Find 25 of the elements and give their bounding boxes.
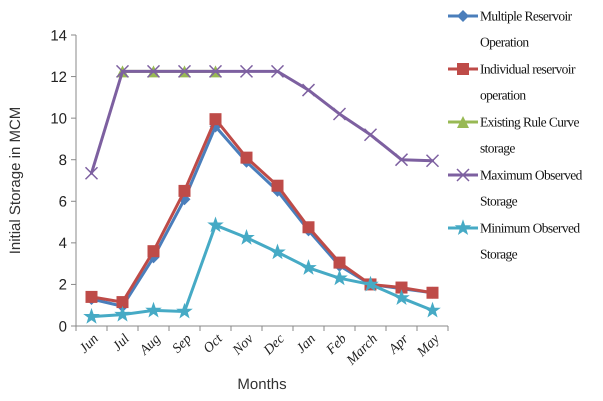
- y-tick-label: 12: [50, 68, 67, 86]
- y-tick-label: 8: [58, 152, 67, 169]
- x-tick-label: May: [414, 331, 444, 361]
- x-tick-label: Jul: [110, 332, 133, 354]
- x-tick-label: Jan: [294, 332, 319, 357]
- y-tick-label: 0: [58, 318, 67, 336]
- x-tick-label: Jun: [76, 332, 102, 357]
- x-tick-label: Oct: [200, 330, 227, 357]
- y-axis-title: Initial Storage in MCM: [7, 106, 24, 254]
- x-tick-label: Dec: [260, 331, 288, 359]
- y-tick-label: 14: [50, 27, 67, 44]
- x-tick-label: Sep: [170, 332, 195, 357]
- x-tick-label: Aug: [136, 332, 164, 359]
- y-tick-label: 2: [58, 276, 67, 294]
- legend-label: Maximum Observed Storage: [480, 168, 583, 209]
- x-tick-label: Nov: [230, 331, 258, 359]
- y-tick-label: 10: [50, 110, 67, 128]
- y-tick-label: 4: [58, 235, 67, 252]
- x-axis-title: Months: [237, 376, 287, 393]
- legend-label: Existing Rule Curve storage: [480, 114, 580, 156]
- legend-label: Individual reservoir operation: [480, 62, 576, 103]
- legend-label: Multiple Reservoir Operation: [480, 8, 573, 50]
- legend-label: Minimum Observed Storage: [480, 220, 580, 262]
- y-tick-label: 6: [58, 194, 67, 211]
- x-tick-label: Apr: [386, 331, 412, 358]
